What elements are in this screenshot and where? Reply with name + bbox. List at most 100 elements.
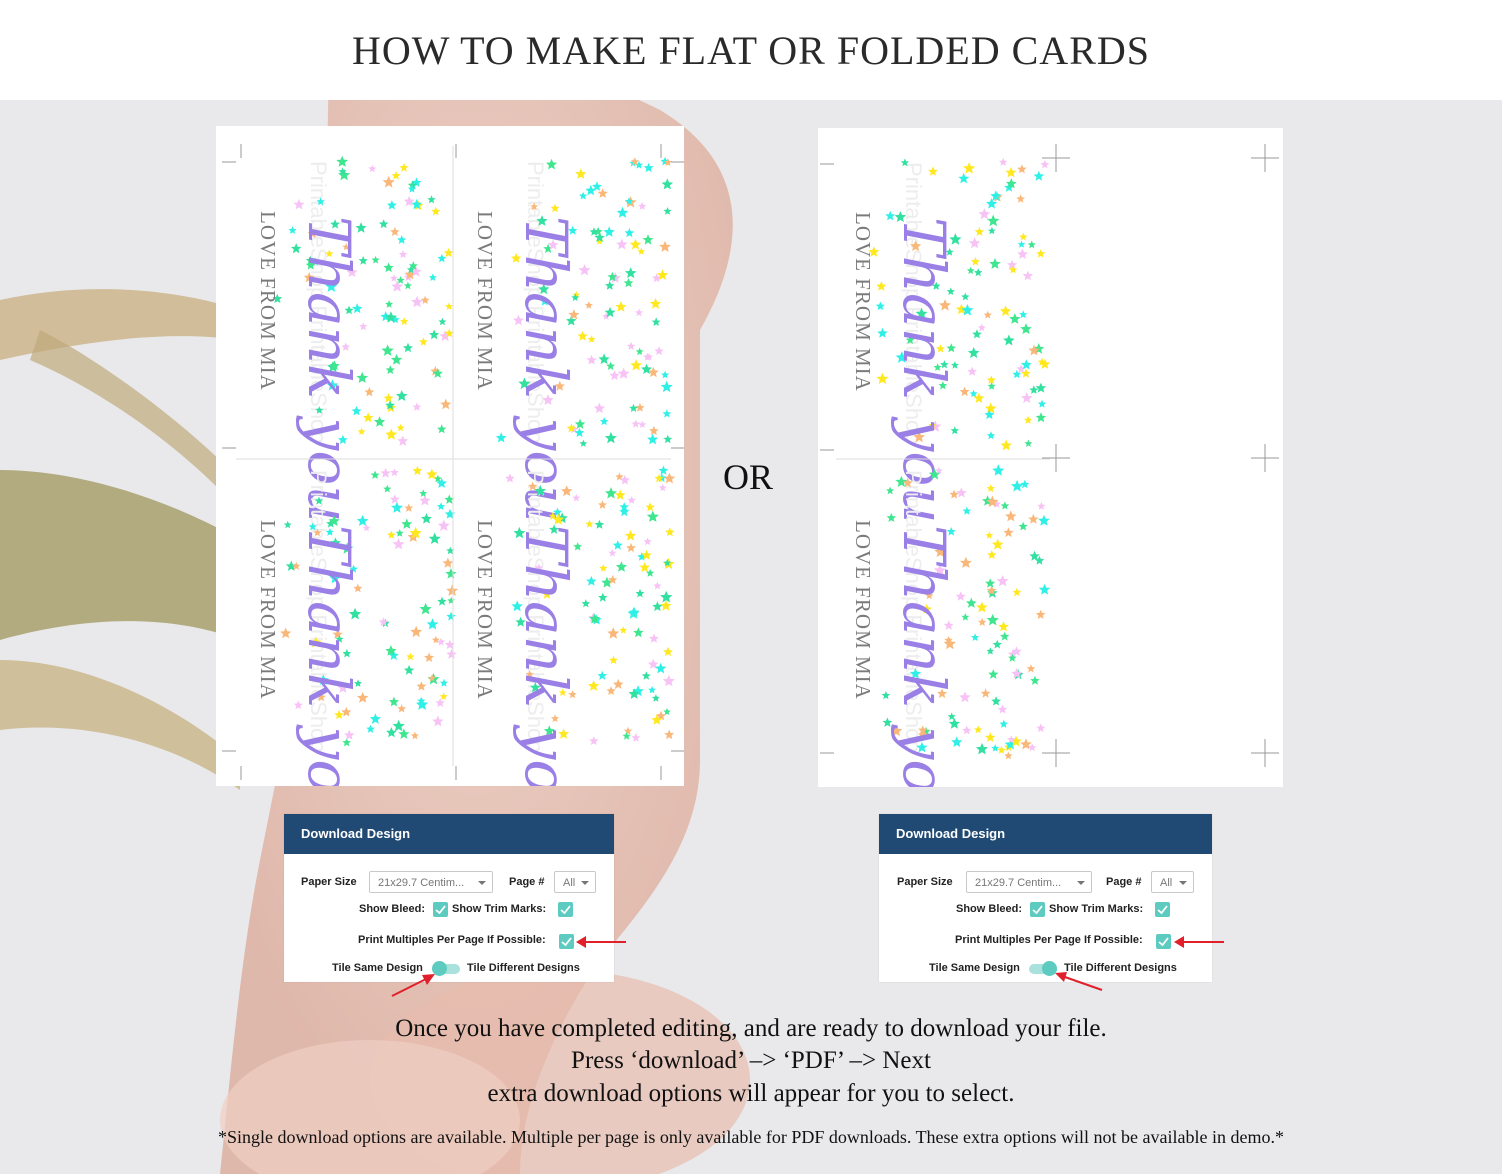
star-icon	[1020, 323, 1032, 335]
page-number-select[interactable]: All	[554, 871, 596, 893]
star-icon	[649, 425, 659, 435]
star-icon	[391, 315, 400, 324]
star-icon	[307, 228, 318, 238]
trim-mark	[1251, 444, 1279, 472]
star-icon	[938, 299, 951, 311]
star-icon	[1033, 343, 1045, 354]
watermark-text: PrintableShop PrintableShop	[901, 470, 926, 753]
print-multiples-checkbox[interactable]	[559, 934, 574, 949]
star-icon	[963, 162, 976, 174]
star-icon	[629, 403, 638, 412]
star-icon	[1036, 723, 1046, 733]
star-icon	[925, 591, 934, 600]
star-icon	[400, 317, 409, 325]
star-icon	[969, 389, 978, 398]
tile-toggle[interactable]	[432, 961, 460, 976]
star-icon	[983, 310, 992, 319]
print-multiples-checkbox[interactable]	[1156, 934, 1171, 949]
star-icon	[566, 423, 576, 433]
star-icon	[329, 572, 341, 584]
star-icon	[543, 725, 555, 736]
star-icon	[619, 502, 629, 512]
star-icon	[342, 738, 351, 747]
star-icon	[428, 674, 436, 682]
star-icon	[410, 265, 422, 277]
star-icon	[432, 368, 443, 378]
paper-size-select[interactable]: 21x29.7 Centim...	[369, 871, 493, 893]
star-icon	[619, 626, 628, 634]
download-dialog-flat: Download Design Paper Size 21x29.7 Centi…	[284, 814, 614, 982]
page-title: HOW TO MAKE FLAT OR FOLDED CARDS	[351, 28, 1150, 73]
star-icon	[609, 370, 620, 381]
star-icon	[369, 713, 381, 724]
star-icon	[949, 489, 959, 499]
star-icon	[1000, 439, 1012, 451]
show-trim-checkbox[interactable]	[1155, 902, 1170, 917]
star-icon	[946, 343, 956, 353]
tile-toggle[interactable]	[1029, 961, 1057, 976]
star-icon	[530, 682, 541, 693]
star-icon	[962, 725, 972, 735]
show-bleed-checkbox[interactable]	[433, 902, 448, 917]
star-icon	[876, 281, 887, 291]
star-icon	[654, 473, 664, 483]
star-icon	[607, 271, 618, 282]
star-icon	[987, 550, 997, 559]
star-icon	[566, 315, 577, 326]
star-icon	[342, 648, 352, 658]
star-icon	[336, 155, 348, 167]
star-icon	[998, 157, 1008, 166]
star-icon	[1017, 240, 1026, 248]
star-icon	[515, 616, 526, 627]
star-icon	[395, 390, 408, 401]
star-icon	[380, 467, 391, 478]
star-icon	[349, 564, 358, 573]
show-trim-checkbox[interactable]	[558, 902, 573, 917]
star-icon	[426, 618, 439, 630]
star-icon	[652, 601, 663, 612]
paper-size-value: 21x29.7 Centim...	[378, 877, 465, 889]
star-icon	[978, 617, 987, 626]
star-icon	[305, 255, 316, 265]
star-icon	[308, 522, 317, 531]
star-icon	[530, 202, 539, 211]
star-icon	[661, 370, 670, 379]
folded-cards-sheet: PrintableShop PrintableShop Thank you LOV…	[818, 128, 1283, 787]
star-icon	[985, 531, 994, 539]
print-multiples-label: Print Multiples Per Page If Possible:	[955, 934, 1143, 946]
star-icon	[547, 239, 559, 250]
star-icon	[315, 406, 324, 414]
star-icon	[655, 662, 667, 674]
star-icon	[921, 726, 931, 736]
star-icon	[573, 542, 583, 551]
card-panel: PrintableShop PrintableShop Thank you LOV…	[256, 465, 459, 786]
star-icon	[399, 163, 409, 172]
instruction-line-3: extra download options will appear for y…	[487, 1080, 1015, 1107]
star-icon	[338, 167, 347, 175]
star-icon	[419, 494, 431, 506]
star-icon	[417, 696, 426, 705]
page-number-select[interactable]: All	[1151, 871, 1194, 893]
star-icon	[913, 431, 925, 443]
star-icon	[660, 380, 673, 393]
star-icon	[643, 537, 652, 546]
star-icon	[624, 227, 635, 238]
star-icon	[984, 409, 995, 420]
star-icon	[1016, 194, 1025, 203]
or-separator: OR	[722, 457, 773, 497]
star-icon	[427, 195, 436, 204]
paper-size-select[interactable]: 21x29.7 Centim...	[966, 871, 1092, 893]
star-icon	[416, 681, 427, 691]
star-icon	[585, 519, 594, 528]
star-icon	[662, 409, 672, 418]
star-icon	[410, 731, 419, 740]
star-icon	[385, 300, 394, 308]
star-icon	[594, 519, 605, 529]
star-icon	[894, 211, 907, 222]
star-icon	[943, 620, 954, 630]
star-icon	[569, 424, 579, 434]
show-bleed-checkbox[interactable]	[1030, 902, 1045, 917]
star-icon	[955, 591, 966, 601]
star-icon	[617, 367, 630, 379]
star-icon	[357, 427, 366, 435]
